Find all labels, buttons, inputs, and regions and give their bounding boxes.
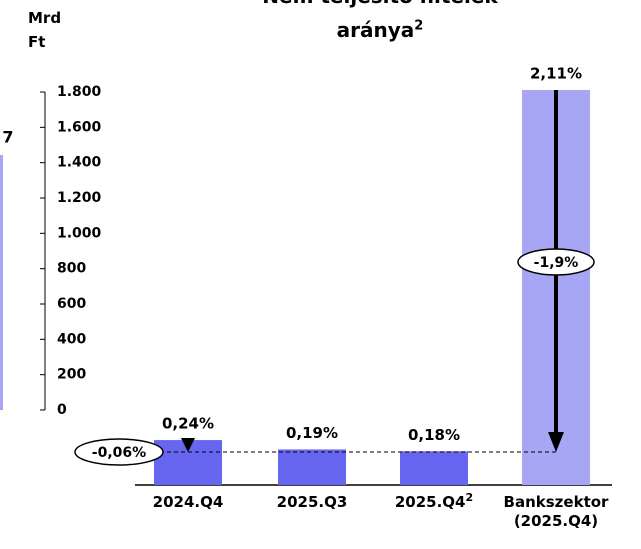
annotation-bubble [74,438,164,466]
annotation: 7 [2,128,13,147]
category-text: 2025.Q4 [394,493,466,511]
y-tick-label: 400 [57,331,86,347]
bar [278,449,346,485]
chart-title: Nem teljesítő hitelek [230,0,530,8]
y-tick-label: 1.200 [57,190,102,206]
y-tick-label: 0 [57,402,67,418]
category-footnote: 2 [465,491,474,504]
x-tick-label: 2025.Q42 [374,491,494,512]
y-tick-label: 800 [57,261,86,277]
bar [400,451,468,485]
y-tick-label: 1.400 [57,155,102,171]
arrow-head [548,432,564,452]
x-tick-label: Bankszektor (2025.Q4) [496,493,616,531]
value-label: 2,11% [530,65,582,83]
title-text: aránya [336,18,415,42]
category-text: 2025.Q3 [276,493,348,511]
title-footnote: 2 [414,18,424,34]
category-text: 2024.Q4 [152,493,224,511]
value-label: 0,19% [286,424,338,442]
arrow-head [181,438,195,452]
chart-title-line2: aránya2 [230,18,530,42]
value-label: 0,24% [162,415,214,433]
bar [0,155,3,410]
annotation: -1,9% [534,255,579,271]
x-tick-label: 2024.Q4 [128,493,248,512]
y-tick-label: 1.600 [57,119,102,135]
annotation: -0,06% [92,445,146,461]
annotation-bubble [517,248,595,276]
value-label: 0,18% [408,426,460,444]
y-tick-label: 1.800 [57,84,102,100]
y-tick-label: 600 [57,296,86,312]
y-tick-label: 1.000 [57,225,102,241]
category-text: Bankszektor (2025.Q4) [503,493,609,530]
x-tick-label: 2025.Q3 [252,493,372,512]
y-tick-label: 200 [57,367,86,383]
axis-label: Mrd Ft [28,9,62,51]
